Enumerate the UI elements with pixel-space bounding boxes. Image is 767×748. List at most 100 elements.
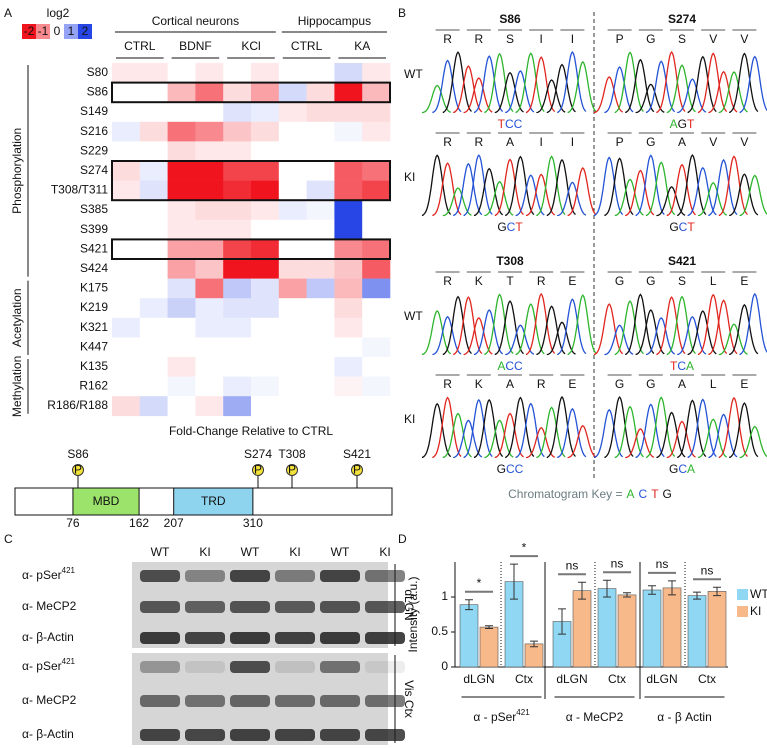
chromatogram-peak [739, 174, 767, 217]
scale-swatch [78, 24, 92, 39]
heatmap-cell [167, 298, 196, 319]
chromatogram-peak [656, 296, 686, 356]
heatmap-cell [139, 200, 168, 221]
chromatogram-peak [421, 402, 452, 459]
bar [459, 604, 479, 668]
amino-acid: G [646, 135, 655, 149]
chromatogram-peak [604, 66, 634, 114]
chromatogram-peak [525, 292, 556, 356]
heatmap-cell [139, 337, 168, 358]
heatmap-cell [112, 141, 141, 162]
heatmap-cell [251, 278, 280, 299]
error-bar [510, 563, 518, 600]
heatmap-cell [223, 259, 252, 279]
label-text: α - MeCP2 [566, 710, 624, 724]
category-label: Phosphorylation [10, 128, 24, 214]
heatmap-cell [278, 141, 307, 162]
band [365, 729, 405, 741]
bar [479, 626, 499, 668]
chromatogram-peak [536, 305, 566, 356]
heatmap-cell [167, 121, 196, 142]
y-tick-label: 1 [441, 589, 448, 603]
heatmap-cell [334, 317, 363, 338]
scale-label: -2 [24, 24, 35, 38]
codon: GCT [497, 220, 523, 234]
key-base: C [639, 487, 648, 501]
chromatogram-peak [614, 300, 644, 356]
heatmap-cell [251, 63, 280, 83]
scale-label: 0 [54, 24, 61, 38]
codon: TCA [670, 359, 694, 373]
heatmap-cell [278, 376, 307, 397]
chromatogram-peak [604, 324, 634, 356]
heatmap-cell [195, 121, 224, 142]
superscript: 421 [516, 708, 530, 717]
codon-base: C [506, 462, 515, 476]
amino-acid: I [540, 32, 543, 46]
chromatogram-peak [442, 187, 472, 217]
scale-label: 2 [82, 24, 89, 38]
heatmap-cell [139, 317, 168, 338]
amino-acid: R [474, 32, 483, 46]
heatmap-cell [223, 200, 252, 221]
codon-base: C [505, 117, 514, 131]
error-bar [578, 581, 586, 600]
band [320, 632, 360, 644]
amino-acid: K [475, 377, 483, 391]
heatmap-cell [306, 259, 335, 279]
row-label: K321 [80, 320, 108, 334]
site-title: S421 [668, 254, 696, 268]
heatmap-cell [278, 63, 307, 83]
heatmap-cell [223, 239, 252, 260]
amino-acid: R [537, 274, 546, 288]
domain-label: TRD [201, 494, 226, 508]
chromatogram-peak [697, 418, 728, 459]
band [275, 729, 315, 741]
heatmap-cell [362, 200, 391, 221]
heatmap-cell [195, 141, 224, 162]
chromatogram-peak [546, 395, 576, 459]
chromatogram-peak [625, 428, 655, 459]
significance: * [522, 540, 527, 554]
chromatogram-peak [473, 167, 504, 217]
amino-acid: E [740, 377, 748, 391]
heatmap-cell [139, 141, 168, 162]
genotype-label: WT [404, 309, 423, 323]
heatmap-cell [195, 278, 224, 299]
heatmap-cell [334, 278, 363, 299]
chromatogram-peak [687, 310, 717, 356]
heatmap-cell [195, 259, 224, 279]
chromatogram-peak [453, 162, 483, 217]
amino-acid: S [506, 32, 514, 46]
error-bar [713, 586, 721, 597]
codon-base: A [687, 462, 695, 476]
chromatogram-peak [635, 309, 665, 356]
codon-base: T [515, 220, 523, 234]
heatmap-cell [362, 396, 391, 417]
panel-label: C [4, 532, 13, 546]
amino-acid: R [443, 32, 452, 46]
heatmap-cell [167, 63, 196, 83]
heatmap-cell [223, 357, 252, 377]
region-label: dLGN [402, 589, 416, 620]
row-label: T308/T311 [51, 183, 108, 197]
lane-label: KI [199, 545, 210, 559]
heatmap-cell [334, 337, 363, 358]
chromatogram-peak [614, 178, 644, 217]
significance: * [477, 576, 482, 590]
lane-label: WT [151, 545, 170, 559]
row-label: K135 [80, 359, 108, 373]
heatmap-cell [167, 161, 196, 181]
band [185, 729, 225, 741]
heatmap-cell [334, 357, 363, 377]
heatmap-cell [306, 357, 335, 377]
heatmap-cell [112, 337, 141, 358]
amino-acid: V [709, 135, 717, 149]
row-label: S385 [80, 202, 108, 216]
phospho-circle [286, 464, 298, 476]
chromatogram-peak [494, 300, 524, 356]
label-text: α- β-Actin [22, 727, 74, 741]
band [275, 695, 315, 707]
heatmap-cell [306, 396, 335, 417]
row-label: K447 [80, 339, 108, 353]
